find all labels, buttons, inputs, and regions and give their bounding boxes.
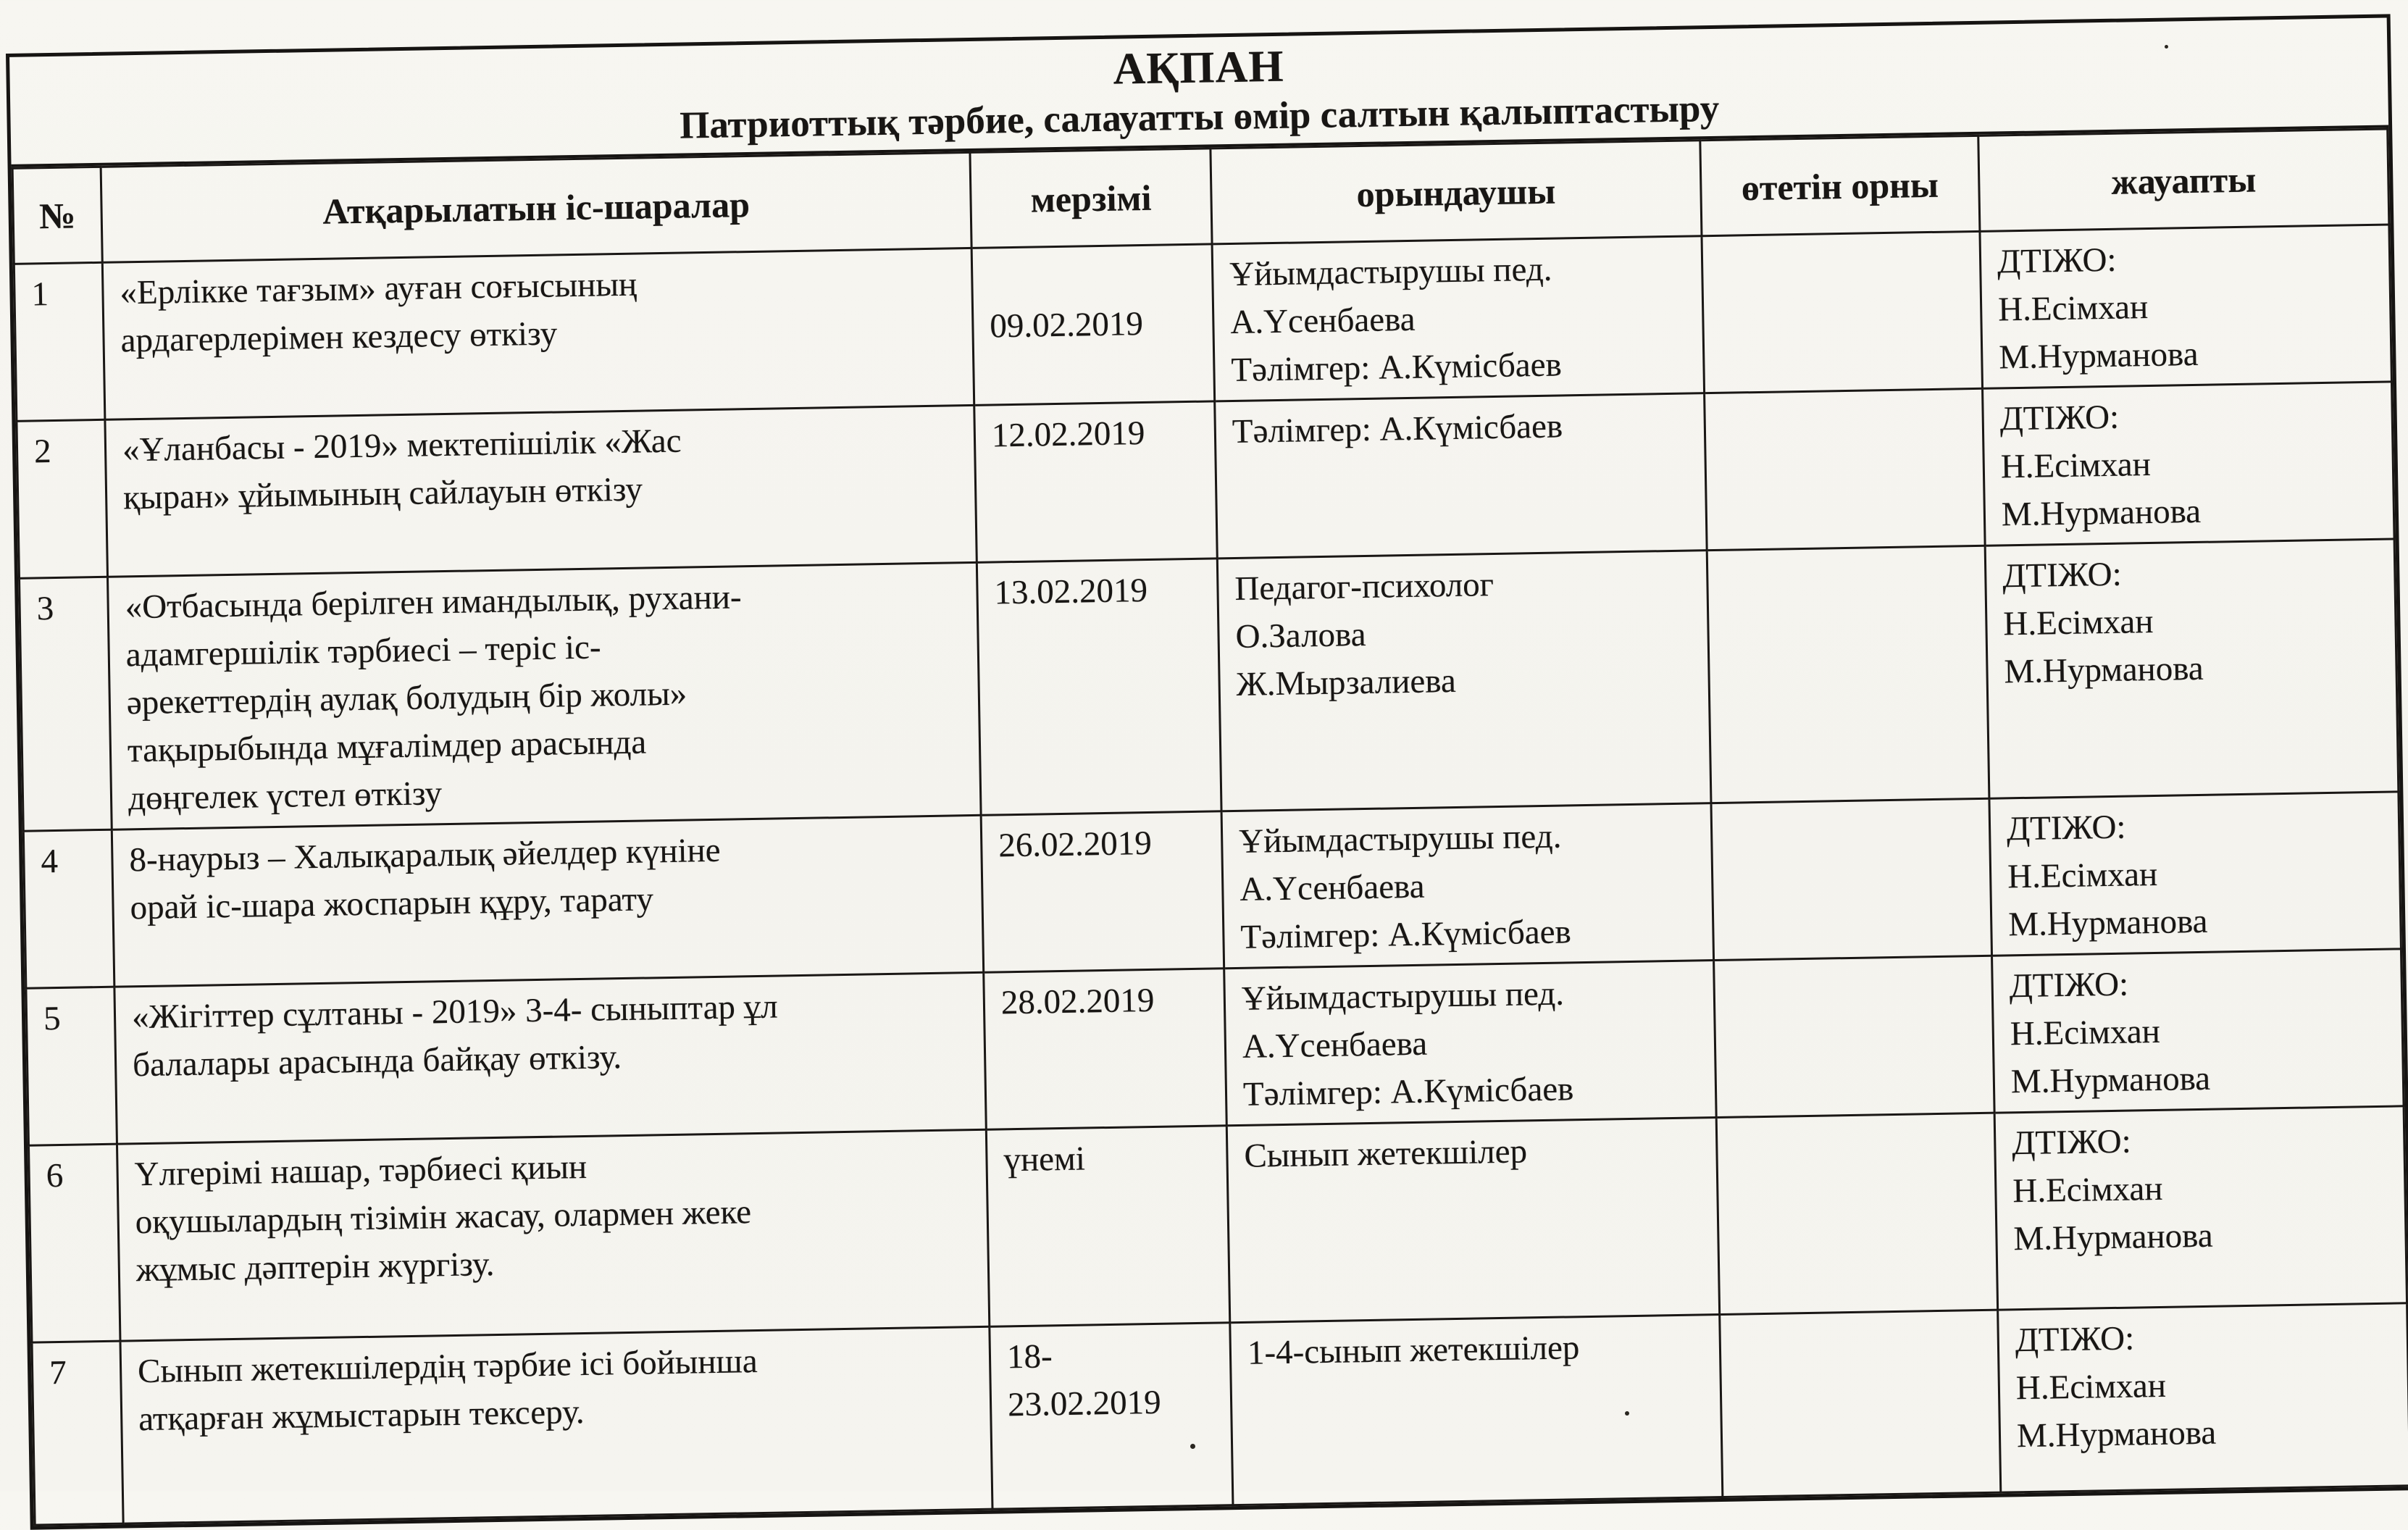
cell-executor: Тәлімгер: А.Күмісбаев	[1214, 393, 1707, 559]
cell-responsible: ДТІЖО: Н.Есімхан М.Нурманова	[1994, 1105, 2407, 1310]
cell-date: 28.02.2019	[983, 968, 1227, 1130]
cell-place	[1707, 545, 1989, 803]
column-header-executor: орындаушы	[1210, 140, 1702, 244]
table-row: 6 Үлгерімі нашар, тәрбиесі қиын оқушылар…	[28, 1105, 2407, 1343]
cell-place	[1713, 956, 1995, 1118]
cell-place	[1716, 1113, 1998, 1315]
scan-speck	[1190, 1444, 1195, 1449]
cell-executor: Педагог-психолог О.Залова Ж.Мырзалиева	[1217, 550, 1711, 811]
cell-executor: Ұйымдастырушы пед. А.Үсенбаева Тәлімгер:…	[1221, 803, 1714, 969]
table-row: 3 «Отбасында берілген имандылық, рухани-…	[19, 538, 2399, 832]
table-row: 7 Сынып жетекшілердің тәрбие ісі бойынша…	[32, 1303, 2408, 1526]
cell-activity: «Жігіттер сұлтаны - 2019» 3-4- сыныптар …	[114, 972, 987, 1145]
column-header-responsible: жауапты	[1978, 129, 2389, 232]
cell-date: 26.02.2019	[981, 811, 1224, 973]
cell-activity: «Ерлікке тағзым» ауған соғысының ардагер…	[102, 248, 974, 420]
cell-activity: «Отбасында берілген имандылық, рухани- а…	[107, 562, 982, 830]
cell-executor: Сынып жетекшілер	[1226, 1117, 1720, 1323]
cell-date: 18- 23.02.2019	[989, 1322, 1233, 1510]
cell-place	[1719, 1310, 2001, 1497]
cell-place	[1701, 231, 1983, 393]
cell-executor: Ұйымдастырушы пед. А.Үсенбаева Тәлімгер:…	[1224, 960, 1717, 1126]
cell-executor: 1-4-сынып жетекшілер	[1229, 1314, 1723, 1505]
column-header-date: мерзімі	[969, 148, 1213, 248]
column-header-activity: Атқарылатын іс-шаралар	[101, 152, 972, 263]
cell-activity: Сынып жетекшілердің тәрбие ісі бойынша а…	[120, 1326, 992, 1524]
cell-date: 13.02.2019	[977, 558, 1222, 816]
table-body: 1 «Ерлікке тағзым» ауған соғысының ардаг…	[14, 224, 2408, 1526]
cell-number: 5	[25, 987, 117, 1146]
column-header-place: өтетін орны	[1700, 135, 1980, 236]
cell-number: 1	[14, 262, 105, 422]
scan-speck	[1625, 1411, 1629, 1416]
cell-activity: 8-наурыз – Халықаралық әйелдер күніне ор…	[112, 815, 984, 987]
cell-date: үнемі	[986, 1125, 1230, 1327]
cell-responsible: ДТІЖО: Н.Есімхан М.Нурманова	[1989, 791, 2401, 956]
cell-date: 09.02.2019	[971, 243, 1215, 406]
cell-responsible: ДТІЖО: Н.Есімхан М.Нурманова	[1982, 381, 2395, 546]
activity-plan-table: № Атқарылатын іс-шаралар мерзімі орындау…	[12, 128, 2408, 1526]
cell-date: 12.02.2019	[974, 401, 1218, 563]
cell-responsible: ДТІЖО: Н.Есімхан М.Нурманова	[1997, 1303, 2408, 1493]
cell-place	[1710, 798, 1992, 961]
cell-number: 3	[19, 577, 112, 832]
cell-activity: «Ұланбасы - 2019» мектепішілік «Жас қыра…	[104, 405, 977, 577]
cell-number: 4	[23, 829, 114, 989]
cell-place	[1704, 388, 1986, 551]
cell-executor: Ұйымдастырушы пед. А.Үсенбаева Тәлімгер:…	[1212, 235, 1705, 401]
cell-responsible: ДТІЖО: Н.Есімхан М.Нурманова	[1979, 224, 2392, 389]
cell-responsible: ДТІЖО: Н.Есімхан М.Нурманова	[1991, 948, 2404, 1113]
cell-number: 6	[28, 1144, 120, 1343]
cell-number: 2	[16, 419, 108, 579]
scanned-plan-table-sheet: АҚПАН Патриоттық тәрбие, салауатты өмір …	[6, 14, 2408, 1530]
cell-responsible: ДТІЖО: Н.Есімхан М.Нурманова	[1985, 538, 2399, 799]
cell-number: 7	[32, 1341, 124, 1526]
column-header-number: №	[12, 167, 103, 264]
scan-speck	[2165, 45, 2168, 49]
cell-activity: Үлгерімі нашар, тәрбиесі қиын оқушыларды…	[117, 1129, 990, 1342]
